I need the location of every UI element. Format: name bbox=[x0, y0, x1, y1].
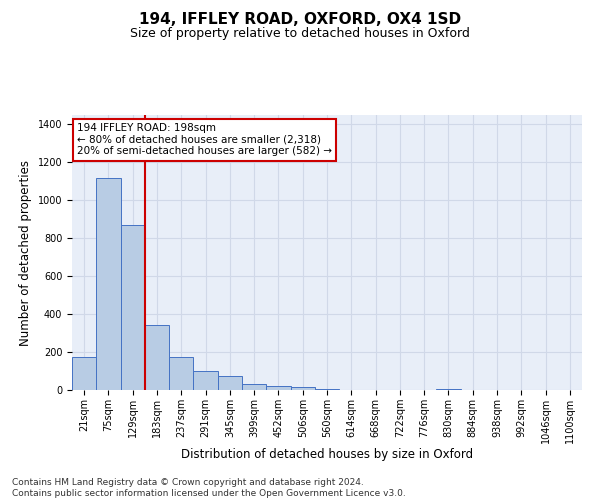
Bar bbox=[266, 386, 290, 390]
Bar bbox=[242, 384, 266, 390]
Bar bbox=[96, 178, 121, 390]
Bar bbox=[169, 357, 193, 390]
Bar bbox=[315, 389, 339, 390]
Text: Size of property relative to detached houses in Oxford: Size of property relative to detached ho… bbox=[130, 28, 470, 40]
Text: 194, IFFLEY ROAD, OXFORD, OX4 1SD: 194, IFFLEY ROAD, OXFORD, OX4 1SD bbox=[139, 12, 461, 28]
Bar bbox=[145, 324, 169, 390]
Text: Contains HM Land Registry data © Crown copyright and database right 2024.
Contai: Contains HM Land Registry data © Crown c… bbox=[12, 478, 406, 498]
Bar bbox=[290, 386, 315, 390]
Bar bbox=[121, 225, 145, 390]
Bar bbox=[193, 371, 218, 390]
Text: 194 IFFLEY ROAD: 198sqm
← 80% of detached houses are smaller (2,318)
20% of semi: 194 IFFLEY ROAD: 198sqm ← 80% of detache… bbox=[77, 123, 332, 156]
Bar bbox=[218, 376, 242, 390]
X-axis label: Distribution of detached houses by size in Oxford: Distribution of detached houses by size … bbox=[181, 448, 473, 462]
Y-axis label: Number of detached properties: Number of detached properties bbox=[19, 160, 32, 346]
Bar bbox=[72, 357, 96, 390]
Bar bbox=[436, 389, 461, 390]
